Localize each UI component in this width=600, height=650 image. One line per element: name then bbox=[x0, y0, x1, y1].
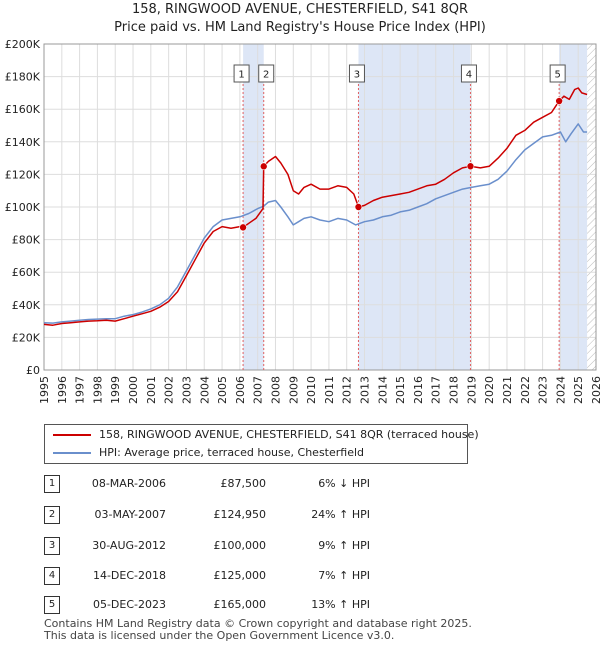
sale-hpi-change: 9% ↑ HPI bbox=[318, 539, 370, 552]
series-line bbox=[43, 123, 588, 324]
sale-label-box bbox=[549, 64, 566, 83]
x-tick-label: 2003 bbox=[180, 376, 193, 404]
x-tick-label: 2021 bbox=[501, 376, 514, 404]
sale-number-badge: 2 bbox=[44, 506, 60, 524]
sale-hpi-change: 7% ↑ HPI bbox=[318, 569, 370, 582]
sale-point bbox=[555, 97, 563, 105]
sale-label-box bbox=[460, 64, 477, 83]
sale-point bbox=[466, 162, 475, 171]
table-row: 5 05-DEC-2023 £165,000 13% ↑ HPI bbox=[0, 596, 600, 626]
legend-swatch-hpi bbox=[53, 452, 91, 454]
sale-point bbox=[354, 203, 363, 211]
x-tick-label: 2017 bbox=[430, 376, 443, 404]
sale-label-number: 3 bbox=[354, 70, 360, 81]
y-tick-label: £200K bbox=[5, 38, 41, 51]
chart-title: 158, RINGWOOD AVENUE, CHESTERFIELD, S41 … bbox=[131, 2, 469, 17]
sale-price: £87,500 bbox=[220, 477, 267, 490]
x-tick-label: 1997 bbox=[74, 376, 87, 404]
sale-label-box bbox=[258, 64, 275, 83]
series-line bbox=[43, 87, 588, 326]
y-tick-label: £20K bbox=[12, 331, 41, 344]
table-row: 3 30-AUG-2012 £100,000 9% ↑ HPI bbox=[0, 537, 600, 567]
x-tick-label: 2004 bbox=[198, 376, 211, 404]
x-tick-label: 2022 bbox=[519, 376, 532, 404]
x-tick-label: 1998 bbox=[91, 376, 104, 404]
x-tick-label: 2013 bbox=[359, 376, 372, 404]
table-row: 4 14-DEC-2018 £125,000 7% ↑ HPI bbox=[0, 567, 600, 597]
x-tick-label: 2018 bbox=[448, 376, 461, 404]
y-tick-label: £120K bbox=[5, 168, 41, 181]
sale-price: £124,950 bbox=[213, 508, 267, 521]
sale-date: 30-AUG-2012 bbox=[92, 539, 166, 552]
x-tick-label: 2023 bbox=[537, 376, 550, 404]
y-tick-label: £60K bbox=[12, 266, 41, 279]
x-tick-label: 2014 bbox=[376, 376, 389, 404]
x-tick-label: 2025 bbox=[572, 376, 585, 404]
chart-subtitle: Price paid vs. HM Land Registry's House … bbox=[114, 20, 486, 35]
y-tick-label: £80K bbox=[12, 234, 41, 247]
x-tick-label: 2015 bbox=[394, 376, 407, 404]
table-row: 2 03-MAY-2007 £124,950 24% ↑ HPI bbox=[0, 506, 600, 536]
legend-label-hpi: HPI: Average price, terraced house, Ches… bbox=[99, 446, 365, 459]
x-tick-label: 2005 bbox=[216, 376, 229, 404]
sale-label-number: 4 bbox=[466, 70, 472, 81]
footer-licence: This data is licensed under the Open Gov… bbox=[44, 629, 395, 642]
x-tick-label: 2019 bbox=[465, 376, 478, 404]
sale-number-badge: 1 bbox=[44, 475, 60, 493]
x-tick-label: 2001 bbox=[145, 376, 158, 404]
x-tick-label: 2010 bbox=[305, 376, 318, 404]
x-tick-label: 2020 bbox=[483, 376, 496, 404]
sale-price: £125,000 bbox=[213, 569, 267, 582]
sale-price: £165,000 bbox=[213, 598, 267, 611]
sale-label-number: 5 bbox=[554, 70, 560, 81]
sale-point bbox=[259, 162, 268, 171]
x-tick-label: 1995 bbox=[38, 376, 51, 404]
sale-hpi-change: 13% ↑ HPI bbox=[311, 598, 370, 611]
sale-price: £100,000 bbox=[213, 539, 267, 552]
footer-copyright: Contains HM Land Registry data © Crown c… bbox=[44, 617, 472, 630]
x-tick-label: 2009 bbox=[287, 376, 300, 404]
sale-label-box bbox=[233, 64, 250, 83]
x-tick-label: 2011 bbox=[323, 376, 336, 404]
legend-swatch-property bbox=[53, 434, 91, 436]
x-tick-label: 2024 bbox=[554, 376, 567, 404]
x-tick-label: 2000 bbox=[127, 376, 140, 404]
y-tick-label: £140K bbox=[5, 136, 41, 149]
sale-hpi-change: 6% ↓ HPI bbox=[318, 477, 370, 490]
y-tick-label: £100K bbox=[5, 201, 41, 214]
sale-label-number: 1 bbox=[238, 70, 244, 81]
sale-date: 08-MAR-2006 bbox=[91, 477, 166, 490]
sale-label-number: 2 bbox=[263, 70, 269, 81]
x-tick-label: 2016 bbox=[412, 376, 425, 404]
sale-point bbox=[239, 223, 247, 232]
sale-date: 05-DEC-2023 bbox=[92, 598, 166, 611]
x-tick-label: 2026 bbox=[590, 376, 600, 404]
legend-label-property: 158, RINGWOOD AVENUE, CHESTERFIELD, S41 … bbox=[99, 428, 479, 441]
x-tick-label: 2006 bbox=[234, 376, 247, 404]
x-tick-label: 2007 bbox=[252, 376, 265, 404]
plot-frame bbox=[43, 43, 597, 371]
y-tick-label: £160K bbox=[5, 103, 41, 116]
sale-number-badge: 4 bbox=[44, 567, 60, 585]
x-tick-label: 2002 bbox=[163, 376, 176, 404]
table-row: 1 08-MAR-2006 £87,500 6% ↓ HPI bbox=[0, 475, 600, 505]
footer: Contains HM Land Registry data © Crown c… bbox=[44, 618, 472, 642]
sale-number-badge: 3 bbox=[44, 537, 60, 555]
sale-date: 03-MAY-2007 bbox=[94, 508, 166, 521]
sale-hpi-change: 24% ↑ HPI bbox=[311, 508, 370, 521]
x-tick-label: 2008 bbox=[269, 376, 282, 404]
sale-date: 14-DEC-2018 bbox=[92, 569, 166, 582]
x-tick-label: 1996 bbox=[56, 376, 69, 404]
legend: 158, RINGWOOD AVENUE, CHESTERFIELD, S41 … bbox=[44, 424, 479, 464]
y-tick-label: £40K bbox=[12, 299, 41, 312]
y-tick-label: £0 bbox=[26, 364, 40, 377]
x-tick-label: 2012 bbox=[341, 376, 354, 404]
x-tick-label: 1999 bbox=[109, 376, 122, 404]
price-chart: £0 £20K £40K £60K £80K £100K £120K £140K £160K £1… bbox=[5, 38, 600, 404]
sale-number-badge: 5 bbox=[44, 596, 60, 614]
y-tick-label: £180K bbox=[5, 71, 41, 84]
sale-label-box bbox=[348, 64, 365, 83]
